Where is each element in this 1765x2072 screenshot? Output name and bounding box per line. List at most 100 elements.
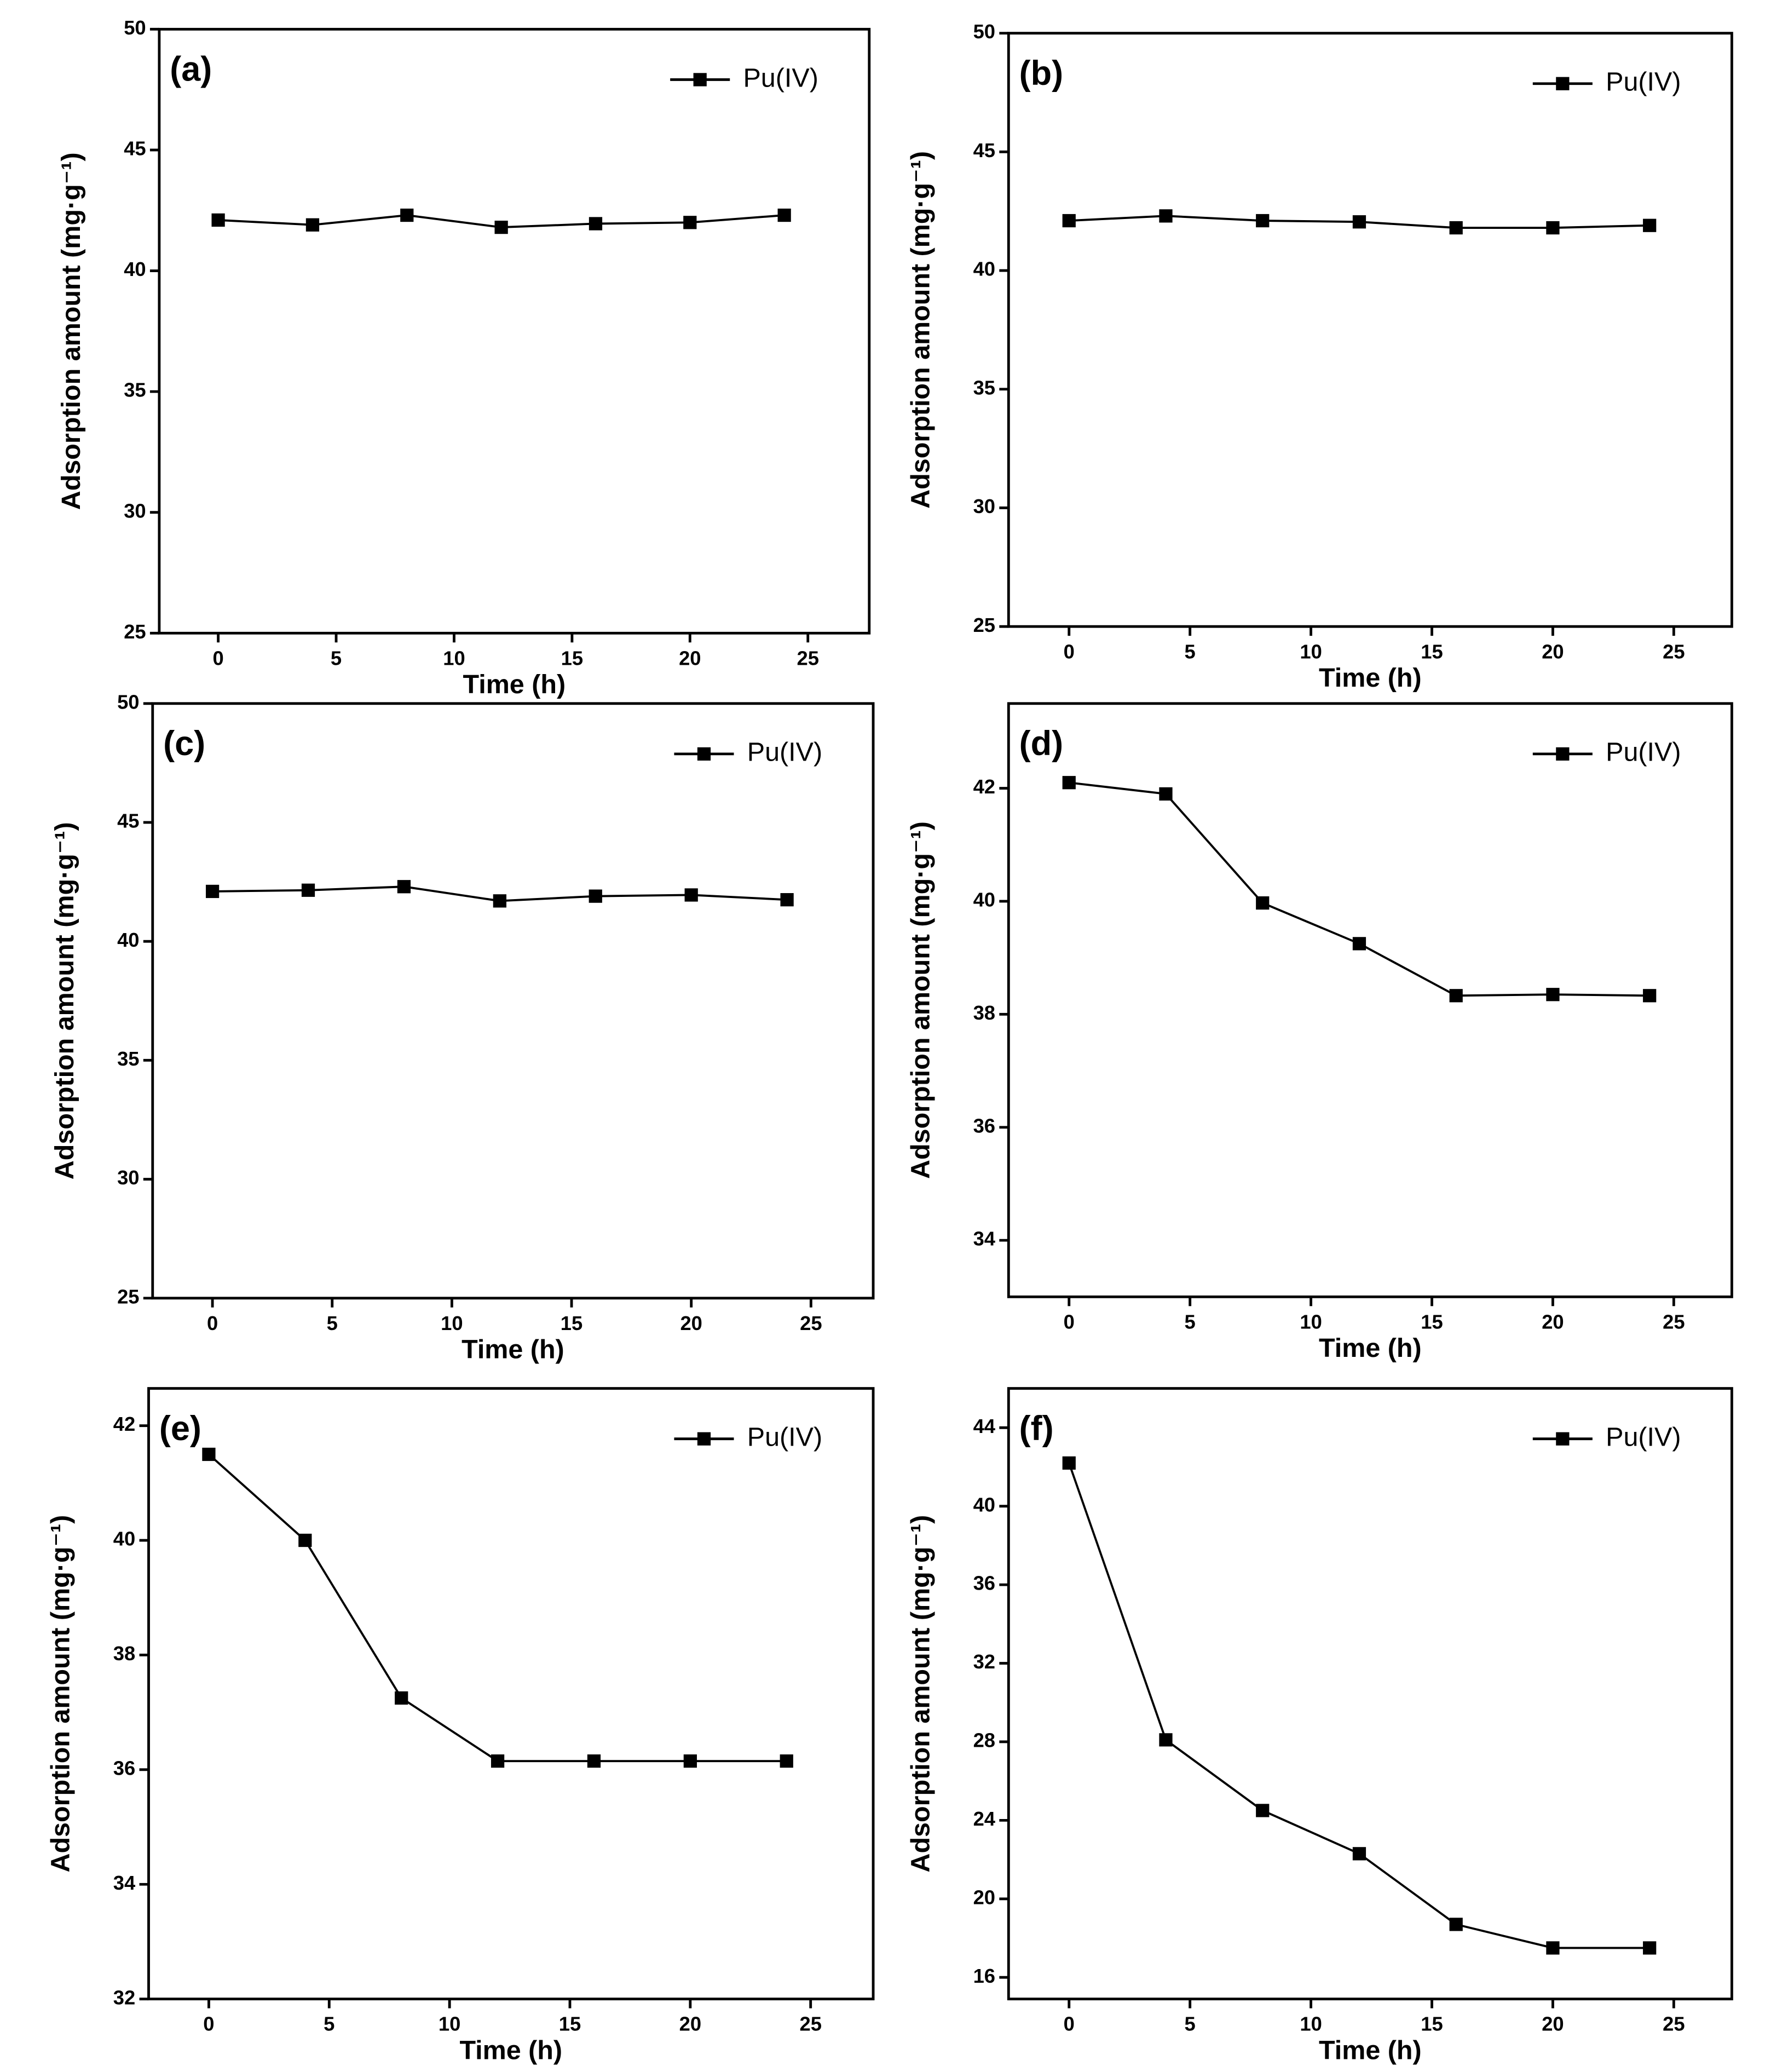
data-point [1546, 988, 1560, 1002]
data-point [1062, 776, 1076, 790]
data-point [1643, 1941, 1657, 1955]
y-tick-label: 40 [973, 258, 995, 280]
x-tick-label: 25 [1663, 2013, 1685, 2035]
y-tick-label: 42 [973, 775, 995, 798]
y-tick-label: 34 [973, 1228, 996, 1250]
x-axis-label: Time (h) [1319, 663, 1422, 693]
panel-label: (a) [170, 50, 212, 89]
y-tick-label: 36 [113, 1757, 135, 1779]
legend-marker [697, 1432, 711, 1446]
panel: 0 5 10 15 20 25 25 30 35 40 45 50 Time (h) Adsorption… [50, 690, 875, 1365]
series-line [1069, 781, 1650, 997]
panel: 0 5 10 15 20 25 16 20 24 28 32 36 40 44 Time (h) Adsorp… [906, 1387, 1733, 2065]
x-tick-label: 0 [1064, 1310, 1075, 1333]
data-point [205, 884, 220, 899]
x-tick-label: 20 [679, 2013, 701, 2035]
x-tick-label: 0 [212, 647, 223, 669]
legend-label: Pu(IV) [1606, 738, 1681, 767]
x-tick-label: 20 [1542, 1310, 1564, 1333]
x-axis-label: Time (h) [462, 1335, 564, 1365]
data-point [683, 1754, 697, 1768]
y-tick-label: 30 [124, 499, 146, 522]
x-tick-label: 0 [207, 1312, 218, 1334]
data-point [1062, 1456, 1076, 1470]
x-axis-label: Time (h) [463, 670, 566, 699]
plot-frame [151, 702, 875, 1300]
legend-marker [693, 73, 707, 87]
y-tick-label: 45 [124, 137, 146, 160]
y-axis-label: Adsorption amount (mg·g⁻¹) [56, 152, 86, 510]
x-tick-label: 0 [203, 2013, 214, 2035]
data-point [589, 889, 602, 903]
plot-frame [1007, 32, 1733, 628]
x-tick-label: 0 [1064, 640, 1075, 663]
y-axis-label: Adsorption amount (mg·g⁻¹) [46, 1515, 76, 1873]
data-point [1062, 214, 1076, 228]
x-tick-label: 10 [1300, 2013, 1322, 2035]
x-tick-label: 20 [680, 1312, 702, 1334]
data-point [494, 220, 508, 234]
data-point [1256, 1804, 1270, 1817]
y-tick-label: 32 [113, 1986, 135, 2008]
x-tick-label: 5 [331, 647, 342, 669]
plot-frame [1007, 1387, 1733, 2001]
y-tick-label: 45 [973, 139, 995, 162]
data-point [1159, 1733, 1173, 1747]
x-tick-label: 25 [797, 647, 819, 669]
data-point [1256, 214, 1270, 228]
data-point [301, 883, 315, 897]
data-point [211, 213, 225, 227]
data-point [298, 1533, 312, 1547]
data-point [683, 216, 697, 229]
x-axis-label: Time (h) [459, 2035, 562, 2065]
y-tick-label: 40 [973, 889, 995, 911]
data-point [589, 217, 603, 231]
y-tick-label: 35 [124, 379, 146, 401]
data-point [1449, 989, 1463, 1003]
data-point [397, 880, 411, 894]
panel: 0 5 10 15 20 25 25 30 35 40 45 50 Time (h) Adsorption… [56, 16, 871, 699]
x-tick-label: 25 [799, 2013, 821, 2035]
y-tick-label: 45 [117, 810, 139, 832]
data-point [400, 208, 414, 222]
legend-label: Pu(IV) [747, 738, 822, 767]
panel-label: (d) [1019, 724, 1063, 763]
panel: 0 5 10 15 20 25 25 30 35 40 45 50 Time (h) Adsorption… [906, 20, 1733, 693]
y-axis-label: Adsorption amount (mg·g⁻¹) [906, 821, 936, 1179]
x-tick-label: 20 [1542, 640, 1564, 663]
panel: 0 5 10 15 20 25 34 36 38 40 42 Time (h) Adsorption a… [906, 702, 1733, 1363]
panel: 0 5 10 15 20 25 32 34 36 38 40 42 Time (h) Adsorption… [46, 1387, 875, 2065]
y-tick-label: 25 [117, 1285, 139, 1308]
y-tick-label: 30 [973, 495, 995, 517]
x-tick-label: 5 [324, 2013, 334, 2035]
x-tick-label: 15 [1421, 640, 1443, 663]
legend-label: Pu(IV) [1606, 1423, 1681, 1452]
x-tick-label: 5 [327, 1312, 338, 1334]
data-point [1546, 221, 1560, 235]
data-point [1352, 1847, 1366, 1861]
data-point [780, 893, 794, 907]
data-point [1159, 787, 1173, 801]
data-point [493, 894, 506, 908]
legend-marker [697, 747, 711, 761]
x-tick-label: 10 [443, 647, 465, 669]
y-tick-label: 24 [973, 1808, 996, 1830]
data-point [305, 218, 320, 232]
y-tick-label: 50 [117, 690, 139, 713]
x-tick-label: 5 [1185, 2013, 1196, 2035]
y-tick-label: 30 [117, 1166, 139, 1189]
y-tick-label: 50 [124, 16, 146, 39]
legend-label: Pu(IV) [1606, 67, 1681, 97]
data-point [780, 1754, 793, 1768]
y-tick-label: 38 [973, 1002, 995, 1024]
data-point [1352, 215, 1366, 229]
plot-frame [1007, 702, 1733, 1298]
y-tick-label: 44 [973, 1415, 996, 1437]
y-tick-label: 32 [973, 1650, 995, 1673]
y-tick-label: 28 [973, 1729, 995, 1752]
x-tick-label: 20 [1542, 2013, 1564, 2035]
y-tick-label: 40 [973, 1493, 995, 1516]
plot-frame [147, 1387, 875, 2001]
legend-label: Pu(IV) [743, 63, 818, 93]
